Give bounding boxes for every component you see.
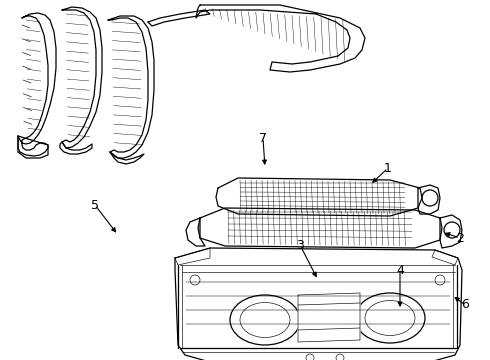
Polygon shape bbox=[432, 250, 458, 265]
Polygon shape bbox=[440, 215, 462, 248]
Polygon shape bbox=[18, 13, 56, 156]
Text: 7: 7 bbox=[259, 131, 267, 144]
Polygon shape bbox=[198, 208, 442, 248]
Polygon shape bbox=[298, 293, 360, 342]
Polygon shape bbox=[418, 185, 440, 214]
Text: 1: 1 bbox=[384, 162, 392, 175]
Text: 2: 2 bbox=[456, 231, 464, 244]
Polygon shape bbox=[175, 248, 210, 265]
Polygon shape bbox=[175, 248, 462, 360]
Polygon shape bbox=[18, 136, 48, 158]
Polygon shape bbox=[186, 218, 205, 246]
Polygon shape bbox=[108, 16, 154, 158]
Text: 3: 3 bbox=[296, 239, 304, 252]
Text: 4: 4 bbox=[396, 264, 404, 276]
Text: 5: 5 bbox=[91, 198, 99, 212]
Text: 6: 6 bbox=[461, 298, 469, 311]
Polygon shape bbox=[62, 7, 102, 148]
Polygon shape bbox=[196, 5, 365, 72]
Polygon shape bbox=[110, 152, 144, 164]
Polygon shape bbox=[148, 10, 210, 26]
Polygon shape bbox=[60, 142, 92, 154]
Polygon shape bbox=[216, 178, 422, 216]
